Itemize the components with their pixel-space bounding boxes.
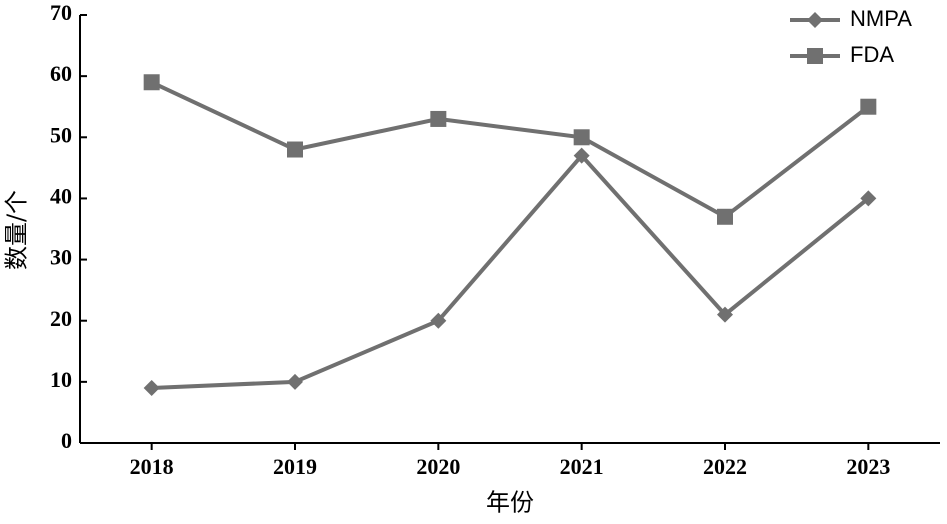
x-tick-label: 2019	[273, 454, 317, 479]
legend-label: NMPA	[850, 6, 912, 31]
point	[573, 129, 590, 146]
series-line	[150, 80, 870, 220]
y-tick-label: 40	[50, 183, 72, 208]
y-tick-label: 20	[50, 306, 72, 331]
y-tick-label: 50	[50, 122, 72, 147]
point	[717, 306, 733, 323]
point	[143, 379, 160, 396]
y-tick-label: 10	[50, 367, 72, 392]
x-axis-label: 年份	[486, 489, 534, 517]
y-axis-label: 数量/个	[3, 190, 31, 270]
legend-marker	[807, 48, 823, 64]
point	[860, 98, 877, 115]
legend-label: FDA	[850, 42, 894, 67]
x-tick-label: 2023	[846, 454, 890, 479]
point	[860, 190, 877, 207]
y-tick-label: 30	[50, 245, 72, 270]
x-tick-label: 2020	[416, 454, 460, 479]
x-tick-label: 2018	[130, 454, 174, 479]
x-tick-label: 2021	[560, 454, 604, 479]
point	[717, 208, 733, 225]
legend-marker	[807, 12, 823, 28]
point	[287, 373, 303, 390]
point	[143, 74, 160, 91]
y-tick-label: 0	[61, 428, 72, 453]
y-tick-label: 70	[50, 0, 72, 25]
y-tick-label: 60	[50, 61, 72, 86]
point	[287, 141, 303, 158]
x-tick-label: 2022	[703, 454, 747, 479]
point	[430, 312, 447, 329]
point	[430, 110, 447, 127]
point	[573, 147, 590, 164]
series-line	[151, 152, 870, 390]
